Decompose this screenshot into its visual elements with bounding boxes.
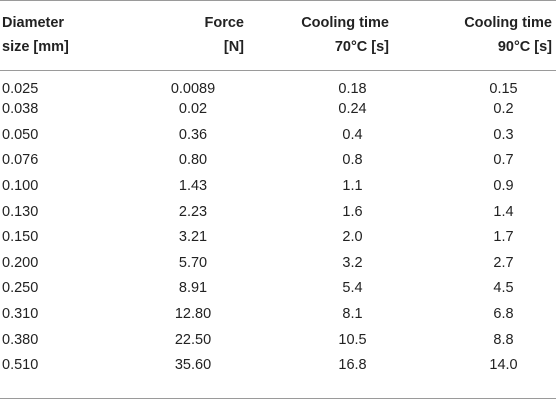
cell-cooling-70: 0.18 — [338, 80, 367, 97]
cell-cooling-90: 1.4 — [493, 203, 514, 220]
cell-cooling-90: 0.9 — [493, 178, 514, 195]
header-row: Diameter size [mm] Force [N] Cooling tim… — [0, 0, 556, 71]
header-diameter-line1: Diameter — [2, 14, 65, 31]
cell-cooling-70: 0.4 — [342, 126, 363, 143]
cell-cooling-70: 16.8 — [338, 357, 367, 374]
cell-cooling-70: 1.1 — [342, 178, 363, 195]
table-row: 0.130 2.23 1.6 1.4 — [0, 199, 556, 225]
cell-cooling-90: 0.2 — [493, 101, 514, 118]
table-top-rule — [0, 0, 556, 1]
cell-cooling-90: 1.7 — [493, 229, 514, 246]
cell-diameter: 0.038 — [2, 101, 39, 118]
cell-cooling-90: 14.0 — [489, 357, 518, 374]
cell-cooling-90: 8.8 — [493, 331, 514, 348]
cell-cooling-90: 0.3 — [493, 126, 514, 143]
cell-force: 2.23 — [178, 203, 208, 220]
header-cooling-70-line1: Cooling time — [301, 14, 389, 31]
cell-diameter: 0.130 — [2, 203, 39, 220]
header-cooling-90: Cooling time 90°C [s] — [415, 0, 556, 71]
table-row: 0.250 8.91 5.4 4.5 — [0, 276, 556, 302]
cell-diameter: 0.050 — [2, 126, 39, 143]
header-force: Force [N] — [118, 0, 250, 71]
table-row: 0.150 3.21 2.0 1.7 — [0, 224, 556, 250]
header-force-line2: [N] — [223, 38, 244, 55]
cell-cooling-70: 5.4 — [342, 280, 363, 297]
table-row: 0.038 0.02 0.24 0.2 — [0, 97, 556, 123]
cell-cooling-90: 0.15 — [489, 80, 518, 97]
cell-cooling-70: 3.2 — [342, 254, 363, 271]
table-row: 0.050 0.36 0.4 0.3 — [0, 122, 556, 148]
cell-diameter: 0.200 — [2, 254, 39, 271]
table-row: 0.310 12.80 8.1 6.8 — [0, 301, 556, 327]
cell-diameter: 0.100 — [2, 178, 39, 195]
cell-cooling-70: 1.6 — [342, 203, 363, 220]
table-row: 0.200 5.70 3.2 2.7 — [0, 250, 556, 276]
cell-cooling-70: 0.24 — [338, 101, 367, 118]
cell-diameter: 0.025 — [2, 80, 39, 97]
cell-force: 5.70 — [178, 254, 208, 271]
cell-force: 1.43 — [178, 178, 208, 195]
header-diameter-line2: size [mm] — [2, 38, 69, 55]
cell-diameter: 0.380 — [2, 331, 39, 348]
table-row: 0.076 0.80 0.8 0.7 — [0, 148, 556, 174]
cell-force: 22.50 — [174, 331, 212, 348]
table-row: 0.100 1.43 1.1 0.9 — [0, 173, 556, 199]
header-cooling-90-line2: 90°C [s] — [497, 38, 552, 55]
cell-cooling-90: 0.7 — [493, 152, 514, 169]
cell-diameter: 0.250 — [2, 280, 39, 297]
header-force-line1: Force — [204, 14, 245, 31]
cell-force: 0.0089 — [170, 80, 216, 97]
header-diameter: Diameter size [mm] — [0, 0, 118, 71]
cell-cooling-90: 6.8 — [493, 306, 514, 323]
cell-force: 0.02 — [178, 101, 208, 118]
table-row: 0.510 35.60 16.8 14.0 — [0, 352, 556, 378]
table-header: Diameter size [mm] Force [N] Cooling tim… — [0, 0, 556, 71]
cell-force: 0.36 — [178, 126, 208, 143]
cell-force: 35.60 — [174, 357, 212, 374]
header-cooling-70-line2: 70°C [s] — [334, 38, 389, 55]
cell-diameter: 0.150 — [2, 229, 39, 246]
cell-cooling-70: 2.0 — [342, 229, 363, 246]
table-row: 0.025 0.0089 0.18 0.15 — [0, 70, 556, 97]
cell-cooling-70: 8.1 — [342, 306, 363, 323]
cell-cooling-90: 2.7 — [493, 254, 514, 271]
cell-diameter: 0.510 — [2, 357, 39, 374]
cell-diameter: 0.310 — [2, 306, 39, 323]
table-bottom-rule — [0, 398, 556, 399]
data-table: Diameter size [mm] Force [N] Cooling tim… — [0, 0, 556, 378]
table-row: 0.380 22.50 10.5 8.8 — [0, 327, 556, 353]
cell-cooling-70: 10.5 — [338, 331, 367, 348]
cell-force: 3.21 — [178, 229, 208, 246]
cell-force: 8.91 — [178, 280, 208, 297]
cell-cooling-90: 4.5 — [493, 280, 514, 297]
header-cooling-70: Cooling time 70°C [s] — [250, 0, 415, 71]
header-cooling-90-line1: Cooling time — [464, 14, 552, 31]
cell-cooling-70: 0.8 — [342, 152, 363, 169]
cell-force: 12.80 — [174, 306, 212, 323]
table-body: 0.025 0.0089 0.18 0.15 0.038 0.02 0.24 0.2 0.050… — [0, 70, 556, 378]
cell-diameter: 0.076 — [2, 152, 39, 169]
cell-force: 0.80 — [178, 152, 208, 169]
